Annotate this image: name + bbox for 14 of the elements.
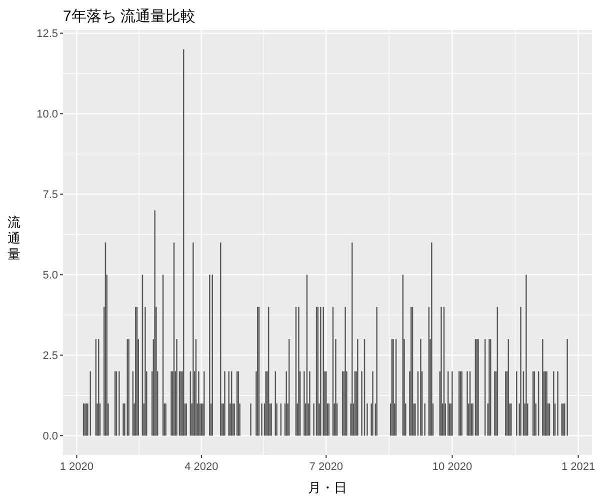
x-tick-label: 10 2020 <box>432 461 472 473</box>
y-tick-label: 12.5 <box>36 28 58 40</box>
y-tick-label: 2.5 <box>42 350 58 362</box>
x-tick-label: 1 2020 <box>60 461 94 473</box>
y-tick-label: 10.0 <box>36 108 58 121</box>
x-tick-label: 1 2021 <box>561 461 596 473</box>
x-axis-title: 月・日 <box>308 480 347 495</box>
y-tick-label: 5.0 <box>42 270 58 282</box>
y-tick-label: 0.0 <box>42 430 58 443</box>
y-tick-label: 7.5 <box>42 189 58 202</box>
x-tick-label: 4 2020 <box>184 461 218 473</box>
y-axis-title: 流通量 <box>8 214 20 262</box>
chart-title: 7年落ち 流通量比較 <box>63 8 196 25</box>
x-tick-label: 7 2020 <box>309 461 343 473</box>
